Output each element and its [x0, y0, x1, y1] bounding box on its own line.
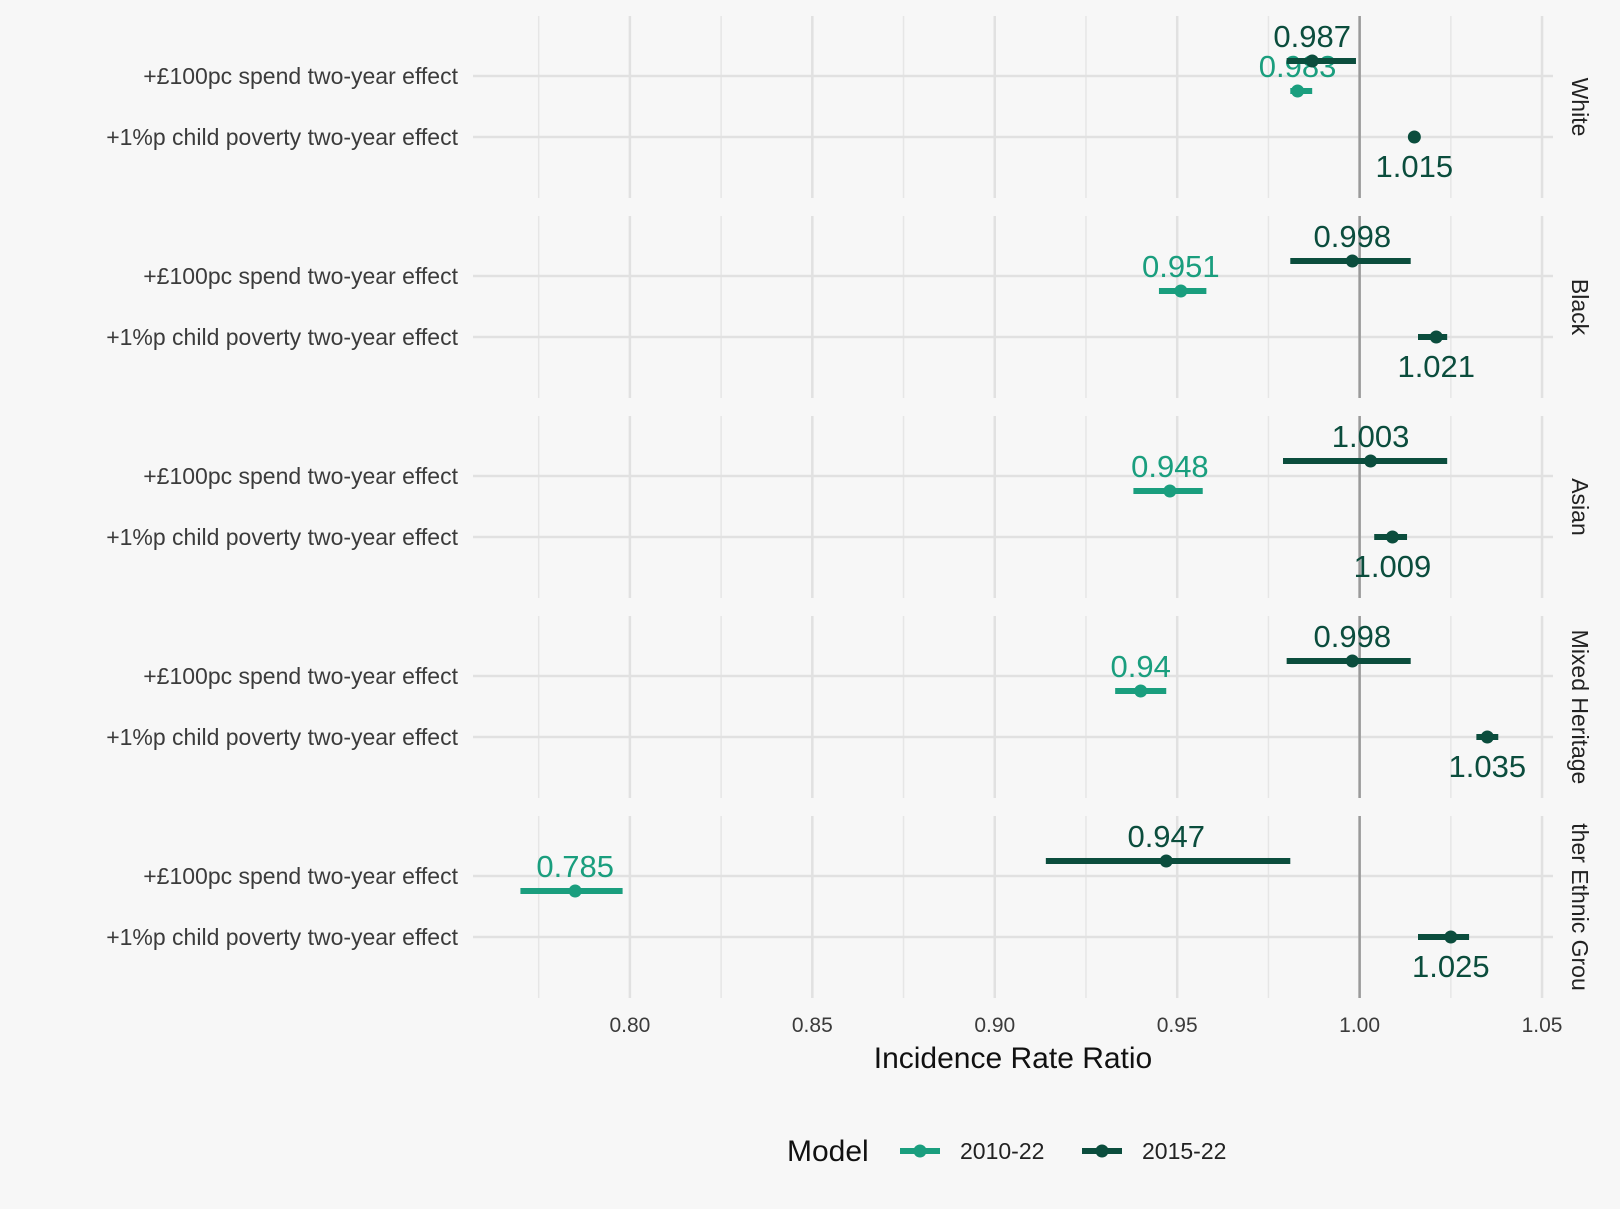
estimate-point	[1159, 854, 1173, 868]
row-label: +£100pc spend two-year effect	[143, 463, 458, 489]
estimate-label: 1.025	[1412, 949, 1490, 984]
legend-label: 2015-22	[1142, 1138, 1226, 1164]
row-label: +£100pc spend two-year effect	[143, 663, 458, 689]
estimate-point	[1174, 284, 1188, 298]
estimate-label: 0.947	[1127, 819, 1205, 854]
estimate-point	[1163, 484, 1177, 498]
estimate-point	[1364, 454, 1378, 468]
facet-panel: +£100pc spend two-year effect +1%p child …	[106, 616, 1593, 798]
legend-item: 2015-22	[1082, 1138, 1226, 1164]
legend-item: 2010-22	[900, 1138, 1044, 1164]
x-axis: 0.80 0.85 0.90 0.95 1.00 1.05	[609, 1014, 1562, 1037]
estimate-point	[1407, 130, 1421, 144]
x-tick-label: 1.00	[1339, 1014, 1380, 1037]
facet-panels: +£100pc spend two-year effect +1%p child …	[106, 16, 1593, 998]
row-label: +1%p child poverty two-year effect	[106, 524, 458, 550]
legend-key-point	[1095, 1144, 1109, 1158]
legend-label: 2010-22	[960, 1138, 1044, 1164]
legend-key-point	[913, 1144, 927, 1158]
x-tick-label: 0.85	[792, 1014, 833, 1037]
estimate-point	[1134, 684, 1148, 698]
estimate-point	[1345, 254, 1359, 268]
facet-panel: +£100pc spend two-year effect +1%p child …	[106, 416, 1593, 598]
estimate-label: 1.003	[1332, 419, 1410, 454]
panel-strip-label: ther Ethnic Grou	[1567, 823, 1593, 990]
estimate-point	[1480, 730, 1494, 744]
x-tick-label: 0.80	[609, 1014, 650, 1037]
estimate-label: 0.987	[1273, 19, 1351, 54]
estimate-point	[1291, 84, 1305, 98]
estimate-point	[1429, 330, 1443, 344]
estimate-label: 0.951	[1142, 249, 1220, 284]
estimate-label: 0.983	[1259, 49, 1337, 84]
panel-strip-label: Black	[1567, 279, 1593, 336]
estimate-point	[1305, 54, 1319, 68]
estimate-label: 0.785	[536, 849, 614, 884]
estimate-label: 1.009	[1354, 549, 1432, 584]
x-axis-title: Incidence Rate Ratio	[874, 1042, 1153, 1075]
estimate-point	[1385, 530, 1399, 544]
x-tick-label: 0.90	[974, 1014, 1015, 1037]
row-label: +1%p child poverty two-year effect	[106, 324, 458, 350]
legend: Model 2010-22 2015-22	[787, 1135, 1226, 1168]
facet-panel: +£100pc spend two-year effect +1%p child …	[106, 816, 1593, 998]
legend-items: 2010-22 2015-22	[900, 1138, 1226, 1164]
estimate-label: 0.94	[1111, 649, 1171, 684]
panel-strip-label: Mixed Heritage	[1567, 630, 1593, 785]
estimate-point	[568, 884, 582, 898]
row-label: +1%p child poverty two-year effect	[106, 924, 458, 950]
estimate-label: 1.035	[1449, 749, 1527, 784]
facet-panel: +£100pc spend two-year effect +1%p child …	[106, 216, 1593, 398]
estimate-label: 0.948	[1131, 449, 1209, 484]
panel-strip-label: White	[1567, 78, 1593, 137]
row-label: +£100pc spend two-year effect	[143, 263, 458, 289]
row-label: +£100pc spend two-year effect	[143, 63, 458, 89]
estimate-label: 0.998	[1314, 619, 1392, 654]
estimate-point	[1345, 654, 1359, 668]
facet-panel: +£100pc spend two-year effect +1%p child …	[106, 16, 1593, 198]
estimate-label: 1.015	[1376, 149, 1454, 184]
x-tick-label: 0.95	[1157, 1014, 1198, 1037]
estimate-label: 0.998	[1314, 219, 1392, 254]
estimate-point	[1444, 930, 1458, 944]
estimate-label: 1.021	[1397, 349, 1475, 384]
panel-strip-label: Asian	[1567, 478, 1593, 536]
legend-title: Model	[787, 1135, 869, 1168]
row-label: +£100pc spend two-year effect	[143, 863, 458, 889]
row-label: +1%p child poverty two-year effect	[106, 124, 458, 150]
row-label: +1%p child poverty two-year effect	[106, 724, 458, 750]
x-tick-label: 1.05	[1522, 1014, 1563, 1037]
